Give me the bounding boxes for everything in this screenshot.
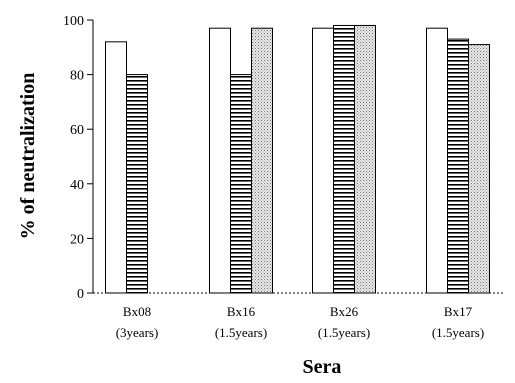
bar-bx26-series-1: [312, 27, 334, 294]
x-category-label-bx16: Bx16: [227, 304, 256, 319]
x-category-sublabel-bx17: (1.5years): [432, 325, 484, 340]
y-tick-label-80: 80: [70, 69, 84, 84]
x-axis-title: Sera: [303, 356, 342, 378]
x-category-sublabel-bx16: (1.5years): [215, 325, 267, 340]
bar-bx17-series-2: [447, 38, 469, 294]
bars: [105, 24, 490, 294]
y-tick-label-20: 20: [70, 232, 84, 247]
y-tick-label-60: 60: [70, 123, 84, 138]
y-axis-title: % of neutralization: [17, 73, 39, 240]
bar-bx16-series-3: [251, 27, 273, 294]
x-category-label-bx26: Bx26: [330, 304, 359, 319]
x-category-label-bx17: Bx17: [444, 304, 473, 319]
x-category-labels: Bx08 (3years) Bx16 (1.5years) Bx26 (1.5years)…: [116, 304, 484, 340]
y-tick-label-100: 100: [63, 14, 84, 29]
bar-bx16-series-1: [209, 27, 231, 294]
x-category-sublabel-bx26: (1.5years): [318, 325, 370, 340]
y-tick-label-40: 40: [70, 178, 84, 193]
bar-bx16-series-2: [230, 74, 252, 294]
bar-bx26-series-3: [354, 24, 376, 294]
x-category-sublabel-bx08: (3years): [116, 325, 159, 340]
axes: [92, 20, 505, 294]
y-tick-label-0: 0: [77, 287, 84, 302]
bar-bx17-series-3: [468, 44, 490, 294]
bar-bx08-series-1: [105, 41, 127, 294]
bar-bx08-series-2: [126, 74, 148, 294]
bar-bx26-series-2: [333, 24, 355, 294]
bar-bx17-series-1: [426, 27, 448, 294]
x-category-label-bx08: Bx08: [123, 304, 151, 319]
y-ticks: 0 20 40 60 80 100: [63, 14, 93, 302]
